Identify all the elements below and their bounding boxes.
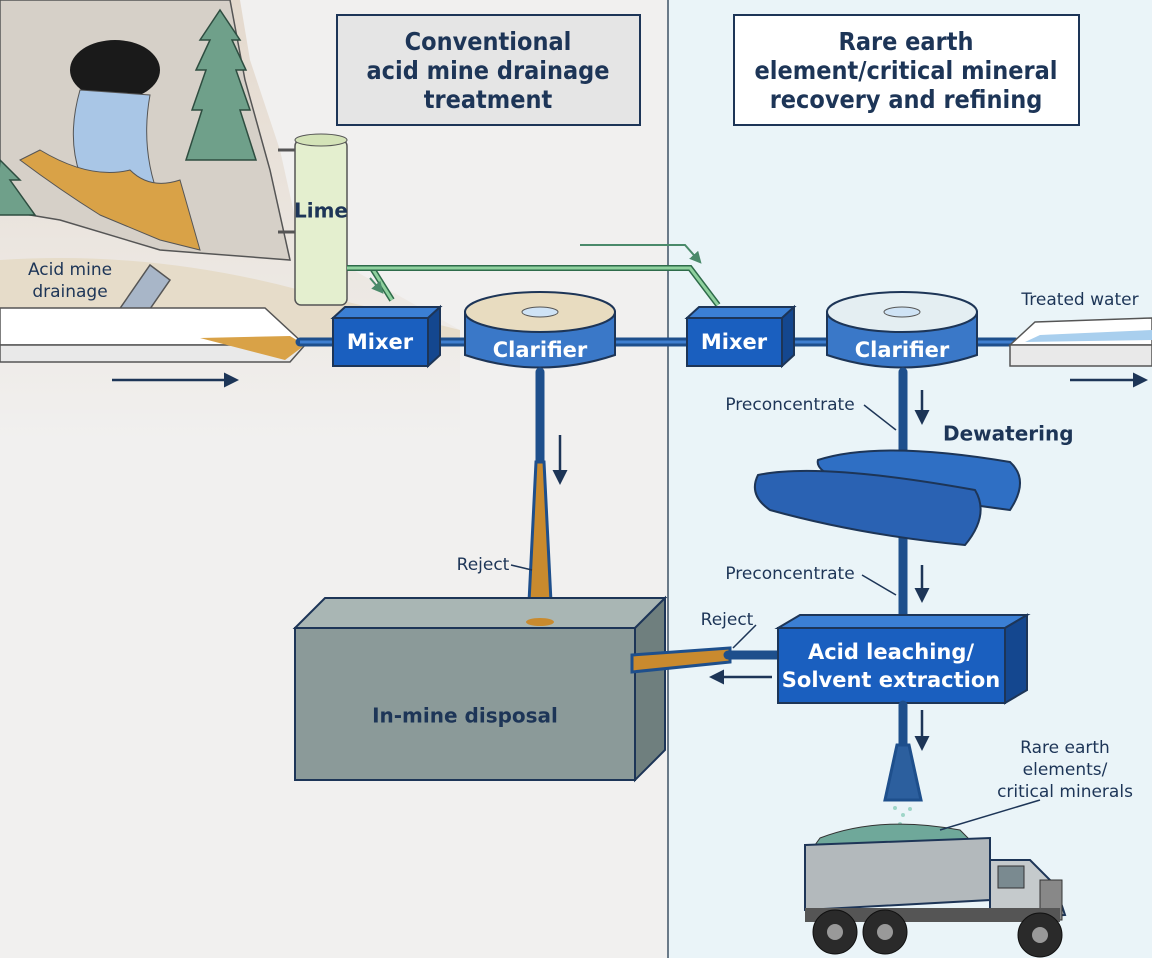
section-title: recovery and refining (770, 85, 1043, 114)
dump-truck-part-part (1032, 927, 1048, 943)
label: critical minerals (997, 782, 1133, 802)
node-label: Clarifier (855, 338, 950, 362)
section-title: acid mine drainage (367, 56, 610, 85)
label: Reject (701, 610, 754, 630)
label: Treated water (1020, 290, 1138, 310)
leaching-box-part (778, 615, 1027, 628)
output-funnel-part-part (901, 813, 905, 817)
mixer-box-part (333, 307, 440, 318)
section-title: Rare earth (839, 27, 974, 56)
label: drainage (32, 282, 107, 302)
dump-truck-part-part (827, 924, 843, 940)
mixer-box-part (782, 307, 794, 366)
section-title: element/critical mineral (755, 56, 1058, 85)
node-label: Acid leaching/ (808, 640, 974, 664)
treated-water-channel-part (1010, 345, 1152, 366)
label: Preconcentrate (725, 564, 854, 584)
section-title: Conventional (405, 27, 572, 56)
label: Dewatering (943, 422, 1074, 446)
mixer-box-part (428, 307, 440, 366)
node-label: Clarifier (493, 338, 588, 362)
label: Rare earth (1020, 738, 1110, 758)
node-label: Mixer (347, 330, 414, 354)
dump-truck-part-part (877, 924, 893, 940)
label: elements/ (1023, 760, 1108, 780)
disposal-box-part (635, 598, 665, 780)
output-funnel-part-part (893, 806, 897, 810)
dump-truck-part (805, 838, 990, 910)
section-title: treatment (424, 85, 553, 114)
label: Acid mine (28, 260, 112, 280)
label: Preconcentrate (725, 395, 854, 415)
output-funnel-part-part (908, 807, 912, 811)
dump-truck-part (998, 866, 1024, 888)
label: Lime (294, 199, 348, 223)
disposal-box-part (295, 598, 665, 628)
lime-tank-part (295, 140, 347, 305)
lime-tank-part (295, 134, 347, 146)
label: Reject (457, 555, 510, 575)
diagram: Conventional acid mine drainage treatmen… (0, 0, 1152, 958)
disposal-box (295, 598, 665, 780)
leaching-box-part (1005, 615, 1027, 703)
clarifier-tank-part (884, 307, 920, 317)
node-label: Mixer (701, 330, 768, 354)
mixer-box-part (687, 307, 794, 318)
node-label: In-mine disposal (372, 704, 558, 728)
node-label: Solvent extraction (782, 668, 1000, 692)
disposal-box-part (526, 618, 554, 626)
clarifier-tank-part (522, 307, 558, 317)
